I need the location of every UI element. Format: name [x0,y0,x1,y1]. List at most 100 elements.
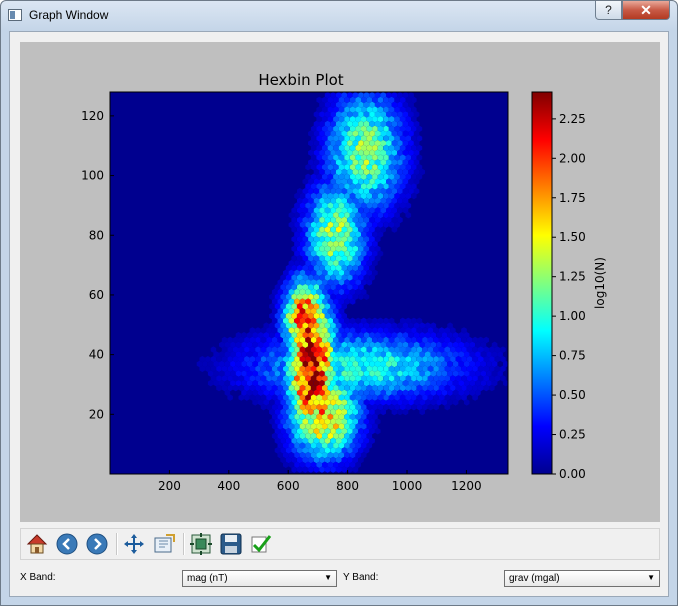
hexbin-cell [402,178,409,185]
hexbin-cell [397,332,403,339]
hexbin-cell [291,456,297,464]
hexbin-cell [322,221,328,228]
hexbin-cell [310,336,317,344]
hexbin-cell [425,399,431,406]
hexbin-cell [402,370,409,377]
hexbin-cell [394,202,400,209]
hexbin-cell [333,356,339,363]
hexbin-cell [327,135,334,142]
hexbin-cell [352,428,359,435]
hexbin-cell [291,322,297,329]
hexbin-cell [422,394,428,401]
pan-move-icon[interactable] [122,532,146,556]
hexbin-cell [291,332,297,339]
hexbin-cell [316,212,322,219]
hexbin-cell [316,413,322,420]
hexbin-cell [341,197,347,204]
hexbin-cell [458,360,464,368]
hexbin-cell [444,356,451,363]
hexbin-cell [338,164,345,171]
hexbin-cell [366,183,373,190]
hexbin-cell [402,389,409,396]
hexbin-cell [330,207,336,214]
hexbin-cell [419,332,425,339]
hexbin-cell [386,130,392,137]
y-band-select[interactable]: grav (mgal) ▼ [504,570,660,587]
hexbin-cell [310,346,317,353]
hexbin-cell [402,332,409,339]
hexbin-cell [338,106,345,113]
hexbin-cell [352,236,359,243]
hexbin-cell [316,173,322,180]
hexbin-cell [441,370,448,377]
hexbin-cell [308,159,314,166]
hexbin-cell [383,135,389,142]
hexbin-cell [355,384,361,392]
subplot-config-icon[interactable] [189,532,213,556]
hexbin-cell [341,159,347,166]
hexbin-cell [241,360,247,368]
hexbin-cell [319,130,325,137]
hexbin-cell [413,159,420,166]
hexbin-cell [327,375,334,382]
hexbin-cell [374,188,381,195]
hexbin-cell [305,404,311,411]
help-button[interactable]: ? [595,1,622,20]
hexbin-cell [400,164,406,171]
hexbin-cell [411,183,417,190]
hexbin-cell [405,404,412,411]
hexbin-cell [305,260,311,267]
check-icon[interactable] [249,532,273,556]
hexbin-cell [324,303,331,310]
hexbin-cell [377,164,384,171]
hexbin-cell [377,183,384,190]
hexbin-cell [313,341,320,348]
hexbin-cell [438,336,445,344]
hexbin-cell [388,394,395,401]
forward-arrow-icon[interactable] [85,532,109,556]
hexbin-cell [294,461,300,468]
title-bar[interactable]: Graph Window ? ✕ [1,1,677,31]
zoom-rect-icon[interactable] [152,532,176,556]
hexbin-cell [402,140,409,147]
plot-canvas[interactable]: Hexbin Plot 200 400 600 800 1000 1200 20 40 60 8… [20,42,660,522]
hexbin-cell [255,346,261,353]
hexbin-cell [238,356,244,363]
hexbin-cell [363,428,370,435]
save-floppy-icon[interactable] [219,532,243,556]
hexbin-cell [308,303,314,310]
hexbin-cell [246,341,253,348]
close-button[interactable]: ✕ [622,1,670,20]
hexbin-cell [322,461,328,468]
hexbin-cell [285,274,292,281]
hexbin-cell [327,461,334,468]
hexbin-cell [255,356,261,363]
hexbin-cell [238,375,244,382]
hexbin-cell [480,360,487,368]
hexbin-cell [260,394,267,401]
hexbin-cell [269,408,275,416]
hexbin-cell [322,96,328,104]
hexbin-cell [341,255,347,262]
hexbin-cell [377,317,384,324]
hexbin-cell [358,140,364,147]
hexbin-cell [477,384,484,392]
hexbin-cell [316,336,322,344]
colorbar-tick-label: 0.25 [559,428,586,442]
hexbin-cell [355,106,361,113]
hexbin-cell [386,399,392,406]
hexbin-cell [355,461,361,468]
hexbin-cell [369,264,375,272]
hexbin-cell [255,327,261,334]
hexbin-cell [302,351,309,358]
hexbin-cell [297,332,303,339]
hexbin-cell [319,284,325,291]
home-icon[interactable] [25,532,49,556]
x-band-select[interactable]: mag (nT) ▼ [182,570,337,587]
hexbin-cell [413,360,420,368]
hexbin-cell [355,394,361,401]
hexbin-cell [464,399,470,406]
back-arrow-icon[interactable] [55,532,79,556]
hexbin-cell [308,245,314,252]
hexbin-cell [330,303,336,310]
